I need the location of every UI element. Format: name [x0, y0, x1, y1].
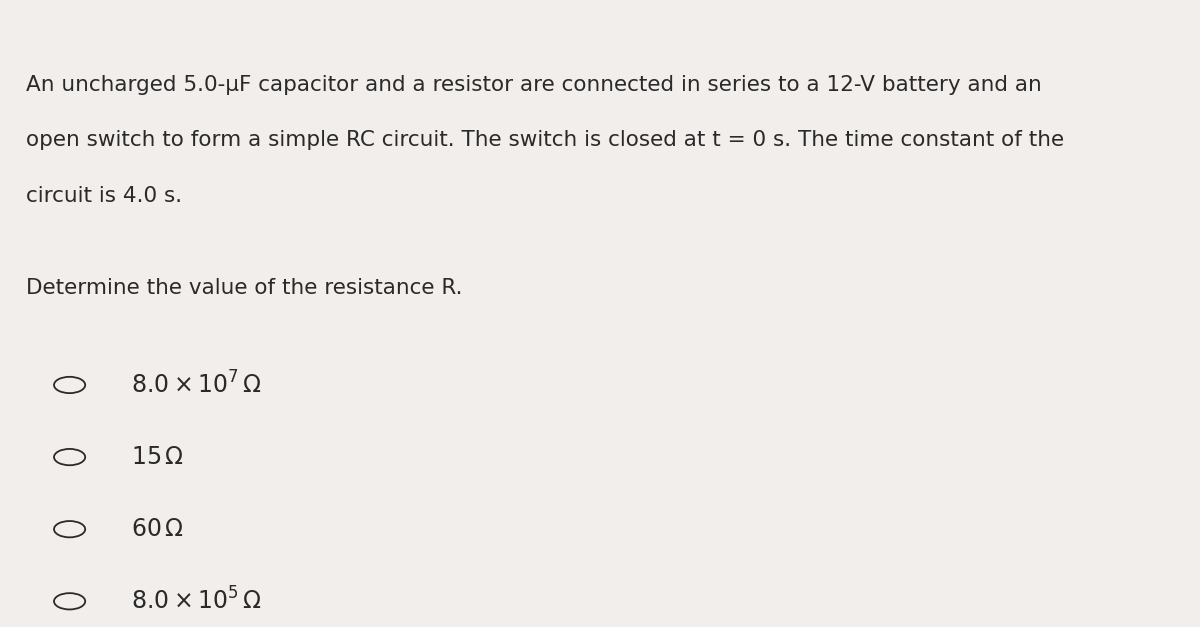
- Text: $8.0 \times 10^{5}\,\Omega$: $8.0 \times 10^{5}\,\Omega$: [131, 587, 262, 615]
- Text: $15\,\Omega$: $15\,\Omega$: [131, 445, 184, 469]
- Text: open switch to form a simple RC circuit. The switch is closed at t = 0 s. The ti: open switch to form a simple RC circuit.…: [26, 130, 1064, 150]
- Text: $60\,\Omega$: $60\,\Omega$: [131, 517, 184, 541]
- Text: An uncharged 5.0-μF capacitor and a resistor are connected in series to a 12-V b: An uncharged 5.0-μF capacitor and a resi…: [26, 75, 1042, 95]
- Text: circuit is 4.0 s.: circuit is 4.0 s.: [26, 186, 182, 206]
- Text: $8.0 \times 10^{7}\,\Omega$: $8.0 \times 10^{7}\,\Omega$: [131, 371, 262, 399]
- Text: Determine the value of the resistance R.: Determine the value of the resistance R.: [26, 278, 463, 298]
